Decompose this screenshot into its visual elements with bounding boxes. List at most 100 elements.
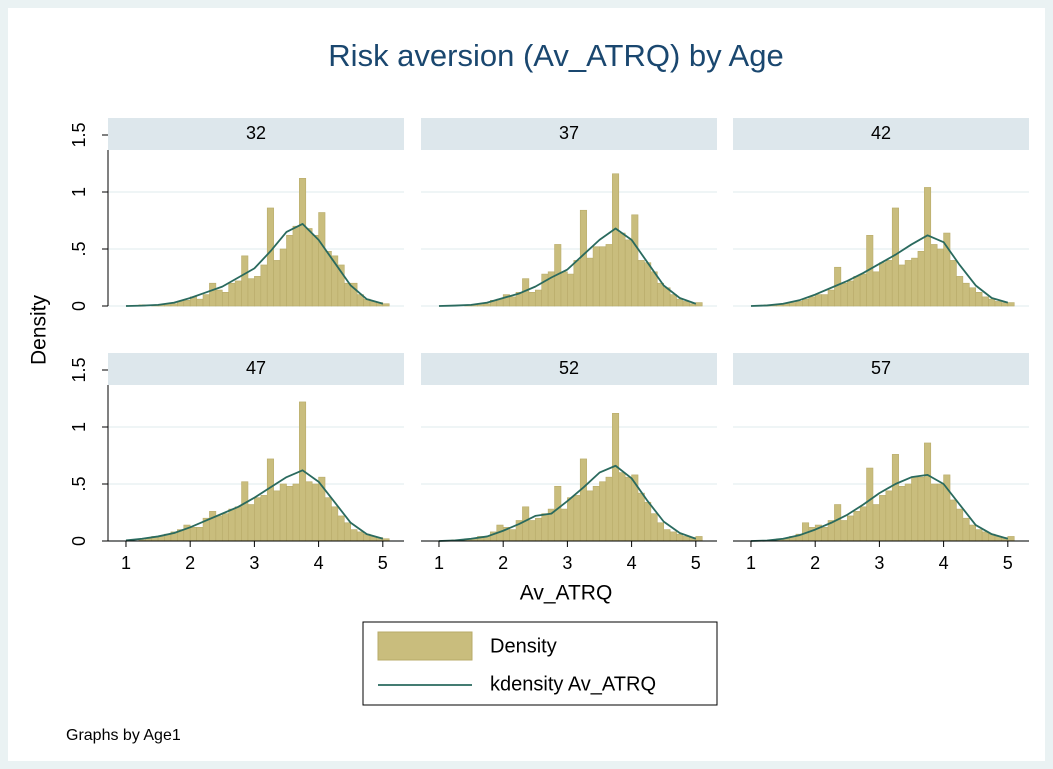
panel-label: 57 bbox=[871, 358, 891, 378]
bar bbox=[189, 527, 197, 542]
bar bbox=[637, 492, 645, 542]
bar bbox=[814, 294, 822, 307]
bar bbox=[228, 508, 236, 542]
bar bbox=[924, 442, 932, 542]
bar bbox=[534, 517, 543, 542]
bar bbox=[930, 244, 938, 307]
panel-strip bbox=[733, 118, 1029, 150]
bar bbox=[924, 187, 932, 307]
bar bbox=[221, 292, 230, 307]
bar bbox=[904, 483, 912, 542]
bar bbox=[656, 282, 665, 307]
bar bbox=[560, 508, 568, 542]
bar bbox=[560, 271, 568, 307]
bar bbox=[612, 413, 620, 542]
bar bbox=[183, 299, 191, 307]
bar bbox=[605, 244, 613, 307]
bar bbox=[247, 278, 255, 307]
bar bbox=[592, 485, 600, 542]
bar bbox=[305, 481, 313, 542]
y-tick-label: .5 bbox=[69, 476, 89, 491]
bar bbox=[305, 228, 313, 307]
bar bbox=[343, 282, 352, 307]
bar bbox=[956, 508, 964, 542]
panel-strip bbox=[108, 353, 404, 385]
bar bbox=[866, 467, 874, 542]
y-tick-label: 1 bbox=[69, 422, 89, 432]
bar bbox=[260, 264, 268, 307]
bar bbox=[879, 495, 887, 542]
note: Graphs by Age1 bbox=[66, 727, 181, 744]
bar bbox=[350, 529, 358, 542]
bar bbox=[663, 529, 671, 542]
bar bbox=[573, 260, 581, 307]
bar bbox=[949, 260, 957, 307]
bar bbox=[859, 273, 867, 307]
bar bbox=[292, 483, 300, 542]
y-axis-title: Density bbox=[28, 294, 51, 365]
bar bbox=[846, 280, 855, 307]
bar bbox=[292, 225, 300, 307]
panel-strip bbox=[108, 118, 404, 150]
bar bbox=[586, 490, 594, 542]
bar bbox=[917, 476, 925, 542]
bar bbox=[891, 454, 899, 542]
bar bbox=[260, 495, 268, 542]
x-tick-label: 4 bbox=[627, 553, 637, 573]
bar bbox=[554, 485, 562, 542]
kdensity-line bbox=[125, 223, 384, 307]
bar bbox=[650, 271, 658, 307]
panel-label: 42 bbox=[871, 123, 891, 143]
bar bbox=[234, 280, 242, 307]
bar bbox=[266, 458, 274, 542]
bar bbox=[695, 302, 703, 307]
bar bbox=[266, 207, 274, 307]
x-tick-label: 2 bbox=[810, 553, 820, 573]
bar bbox=[318, 212, 326, 307]
y-tick-label: 0 bbox=[69, 301, 89, 311]
bar bbox=[241, 255, 249, 307]
bar bbox=[337, 515, 345, 542]
bar bbox=[273, 490, 281, 542]
bar bbox=[840, 520, 848, 542]
bar bbox=[1007, 536, 1015, 542]
bar bbox=[859, 506, 867, 542]
panel-label: 47 bbox=[246, 358, 266, 378]
x-tick-label: 3 bbox=[562, 553, 572, 573]
kdensity-line bbox=[438, 227, 697, 307]
bar bbox=[789, 302, 797, 307]
chart-title: Risk aversion (Av_ATRQ) by Age bbox=[328, 38, 783, 73]
x-tick-label: 1 bbox=[121, 553, 131, 573]
bar bbox=[215, 515, 223, 542]
bar bbox=[936, 248, 944, 307]
panel-label: 37 bbox=[559, 123, 579, 143]
bar bbox=[981, 296, 989, 307]
bar bbox=[911, 257, 919, 307]
x-tick-label: 5 bbox=[1003, 553, 1013, 573]
legend-label: Density bbox=[490, 635, 557, 657]
y-tick-label: 0 bbox=[69, 536, 89, 546]
bar bbox=[579, 209, 587, 307]
bar bbox=[834, 504, 842, 542]
bar bbox=[311, 483, 319, 542]
bar bbox=[827, 289, 835, 307]
kdensity-line bbox=[750, 473, 1009, 542]
bar bbox=[299, 178, 307, 307]
x-tick-label: 1 bbox=[434, 553, 444, 573]
bar bbox=[676, 298, 684, 307]
bar bbox=[885, 260, 893, 307]
bar bbox=[994, 301, 1002, 307]
bar bbox=[579, 458, 587, 542]
bar bbox=[509, 529, 517, 542]
bar bbox=[795, 301, 803, 307]
bar bbox=[605, 476, 613, 542]
bar bbox=[202, 294, 210, 307]
legend-swatch bbox=[377, 631, 473, 661]
bar bbox=[872, 504, 880, 542]
bar bbox=[573, 495, 581, 542]
bar bbox=[586, 257, 594, 307]
bar bbox=[898, 485, 906, 542]
panel-label: 32 bbox=[246, 123, 266, 143]
bar bbox=[821, 294, 829, 307]
